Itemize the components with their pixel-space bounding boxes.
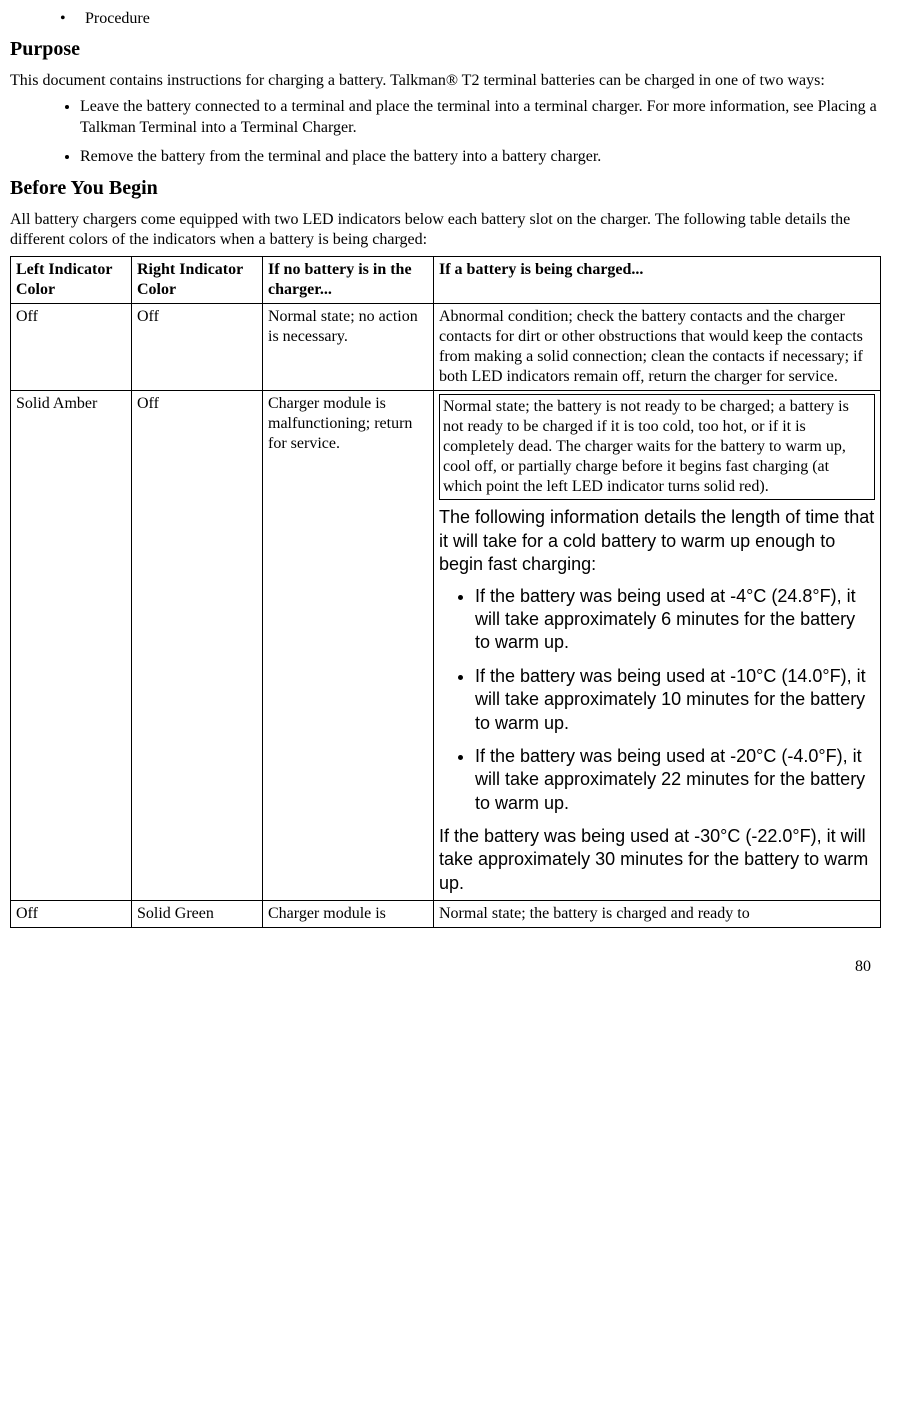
bullet-procedure: Procedure: [60, 10, 881, 28]
heading-before-you-begin: Before You Begin: [10, 177, 881, 200]
list-item: If the battery was being used at -20°C (…: [475, 745, 875, 815]
table-cell: Off: [11, 304, 132, 391]
list-item: Remove the battery from the terminal and…: [80, 147, 881, 168]
table-cell: Normal state; the battery is charged and…: [434, 901, 881, 928]
warmup-list: If the battery was being used at -4°C (2…: [439, 585, 875, 816]
table-cell: Normal state; no action is necessary.: [263, 304, 434, 391]
table-cell: Off: [132, 304, 263, 391]
list-item: Leave the battery connected to a termina…: [80, 97, 881, 139]
table-cell: Solid Green: [132, 901, 263, 928]
table-header: If no battery is in the charger...: [263, 257, 434, 304]
list-item: If the battery was being used at -4°C (2…: [475, 585, 875, 655]
inner-box-text: Normal state; the battery is not ready t…: [439, 394, 875, 500]
table-cell: Charger module is: [263, 901, 434, 928]
table-row: Solid Amber Off Charger module is malfun…: [11, 391, 881, 901]
list-item: If the battery was being used at -10°C (…: [475, 665, 875, 735]
table-cell-complex: Normal state; the battery is not ready t…: [434, 391, 881, 901]
table-cell: Abnormal condition; check the battery co…: [434, 304, 881, 391]
heading-purpose: Purpose: [10, 38, 881, 61]
warmup-after: If the battery was being used at -30°C (…: [439, 825, 875, 895]
table-header-row: Left Indicator Color Right Indicator Col…: [11, 257, 881, 304]
purpose-list: Leave the battery connected to a termina…: [10, 97, 881, 167]
table-header: If a battery is being charged...: [434, 257, 881, 304]
table-header: Right Indicator Color: [132, 257, 263, 304]
before-paragraph: All battery chargers come equipped with …: [10, 210, 881, 250]
purpose-paragraph: This document contains instructions for …: [10, 71, 881, 91]
table-cell: Solid Amber: [11, 391, 132, 901]
table-cell: Off: [11, 901, 132, 928]
table-row: Off Solid Green Charger module is Normal…: [11, 901, 881, 928]
page-number: 80: [10, 958, 881, 976]
table-cell: Charger module is malfunctioning; return…: [263, 391, 434, 901]
table-header: Left Indicator Color: [11, 257, 132, 304]
table-cell: Off: [132, 391, 263, 901]
warmup-intro: The following information details the le…: [439, 506, 875, 576]
table-row: Off Off Normal state; no action is neces…: [11, 304, 881, 391]
led-indicator-table: Left Indicator Color Right Indicator Col…: [10, 256, 881, 928]
